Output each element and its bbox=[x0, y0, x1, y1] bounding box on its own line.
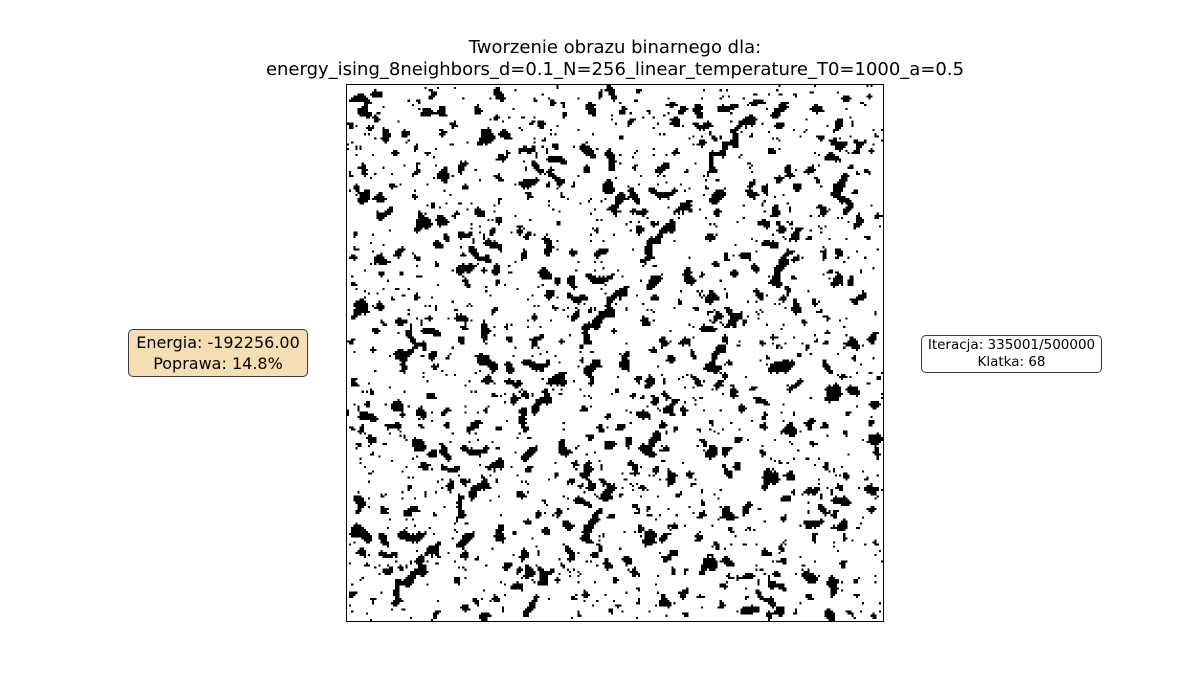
energy-info-box: Energia: -192256.00 Poprawa: 14.8% bbox=[128, 329, 308, 377]
lattice-image-axes bbox=[346, 84, 884, 622]
figure-title-line-2: energy_ising_8neighbors_d=0.1_N=256_line… bbox=[265, 59, 965, 80]
iteration-counter-label: Iteracja: 335001/500000 bbox=[927, 337, 1096, 353]
improvement-value-label: Poprawa: 14.8% bbox=[153, 354, 283, 373]
figure-title-line-1: Tworzenie obrazu binarnego dla: bbox=[468, 37, 762, 58]
energy-value-label: Energia: -192256.00 bbox=[136, 333, 300, 352]
frame-counter-label: Klatka: 68 bbox=[977, 354, 1046, 370]
binary-lattice-image bbox=[347, 85, 883, 621]
iteration-info-box: Iteracja: 335001/500000 Klatka: 68 bbox=[921, 335, 1102, 373]
